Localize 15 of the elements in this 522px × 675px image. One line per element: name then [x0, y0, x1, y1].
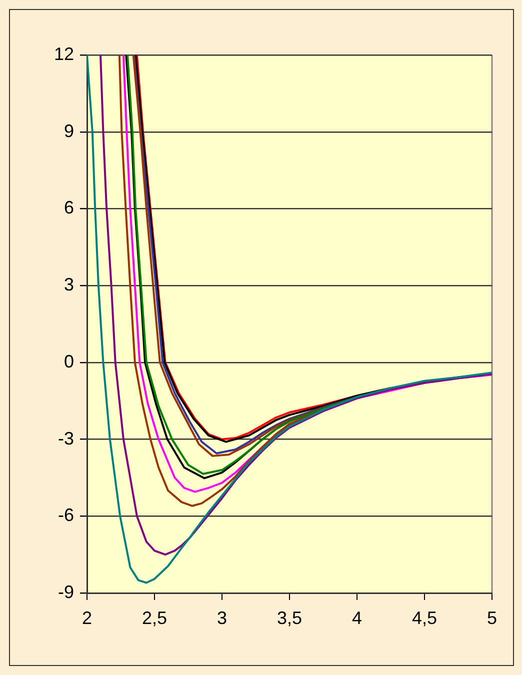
y-tick-label: -6 [58, 505, 74, 526]
x-tick-label: 2,5 [142, 608, 168, 628]
x-tick-label: 3 [216, 608, 228, 628]
y-tick-label: 3 [64, 274, 74, 295]
y-tick-label: -9 [58, 582, 74, 602]
y-tick-label: -3 [58, 428, 74, 448]
y-tick-label: 0 [64, 351, 74, 372]
x-tick-label: 4,5 [412, 608, 438, 628]
x-tick-label: 5 [486, 608, 498, 628]
y-tick-label: 12 [54, 44, 74, 64]
x-tick-label: 2 [82, 608, 92, 628]
y-tick-label: 9 [64, 120, 74, 141]
y-tick-label: 6 [64, 198, 74, 218]
x-tick-label: 3,5 [276, 608, 302, 628]
x-tick-label: 4 [352, 608, 362, 628]
